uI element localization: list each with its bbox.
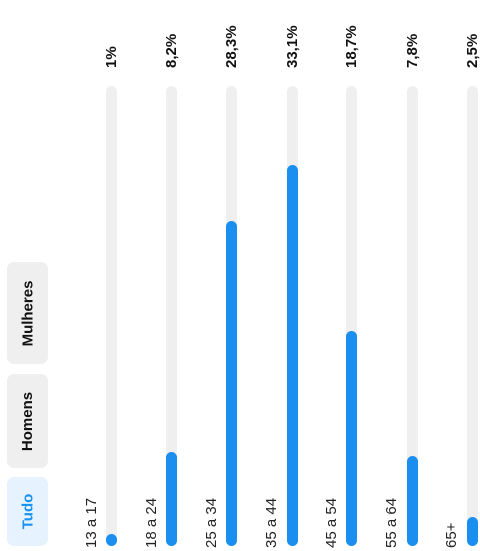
age-range-label: 35 a 44 (262, 497, 280, 548)
bar-track (106, 86, 117, 546)
bar-fill (467, 517, 478, 546)
bar-fill (166, 452, 177, 546)
percentage-label: 18,7% (342, 25, 360, 68)
age-range-label: 55 a 64 (382, 497, 400, 548)
percentage-label: 7,8% (403, 33, 421, 68)
bar-fill (287, 165, 298, 546)
percentage-label: 28,3% (222, 25, 240, 68)
bar-track (287, 86, 298, 546)
bar-fill (407, 456, 418, 546)
filter-women-button[interactable]: Mulheres (7, 262, 48, 364)
bar-track (467, 86, 478, 546)
bar-fill (106, 534, 117, 546)
percentage-label: 33,1% (283, 25, 301, 68)
bar-track (226, 86, 237, 546)
filter-men-button[interactable]: Homens (7, 374, 48, 468)
filter-all-button[interactable]: Tudo (7, 477, 48, 546)
percentage-label: 8,2% (162, 33, 180, 68)
age-range-label: 45 a 54 (322, 497, 340, 548)
bar-fill (226, 221, 237, 546)
bar-track (166, 86, 177, 546)
filter-all-label: Tudo (18, 493, 36, 530)
percentage-label: 1% (102, 46, 120, 68)
percentage-label: 2,5% (463, 33, 480, 68)
filter-women-label: Mulheres (19, 280, 37, 346)
age-range-label: 18 a 24 (142, 497, 160, 548)
age-range-label: 25 a 34 (202, 497, 220, 548)
bar-track (407, 86, 418, 546)
bar-fill (346, 331, 357, 546)
bar-track (346, 86, 357, 546)
age-range-label: 13 a 17 (82, 497, 100, 548)
filter-men-label: Homens (19, 391, 36, 451)
age-range-label: 65+ (442, 522, 460, 548)
